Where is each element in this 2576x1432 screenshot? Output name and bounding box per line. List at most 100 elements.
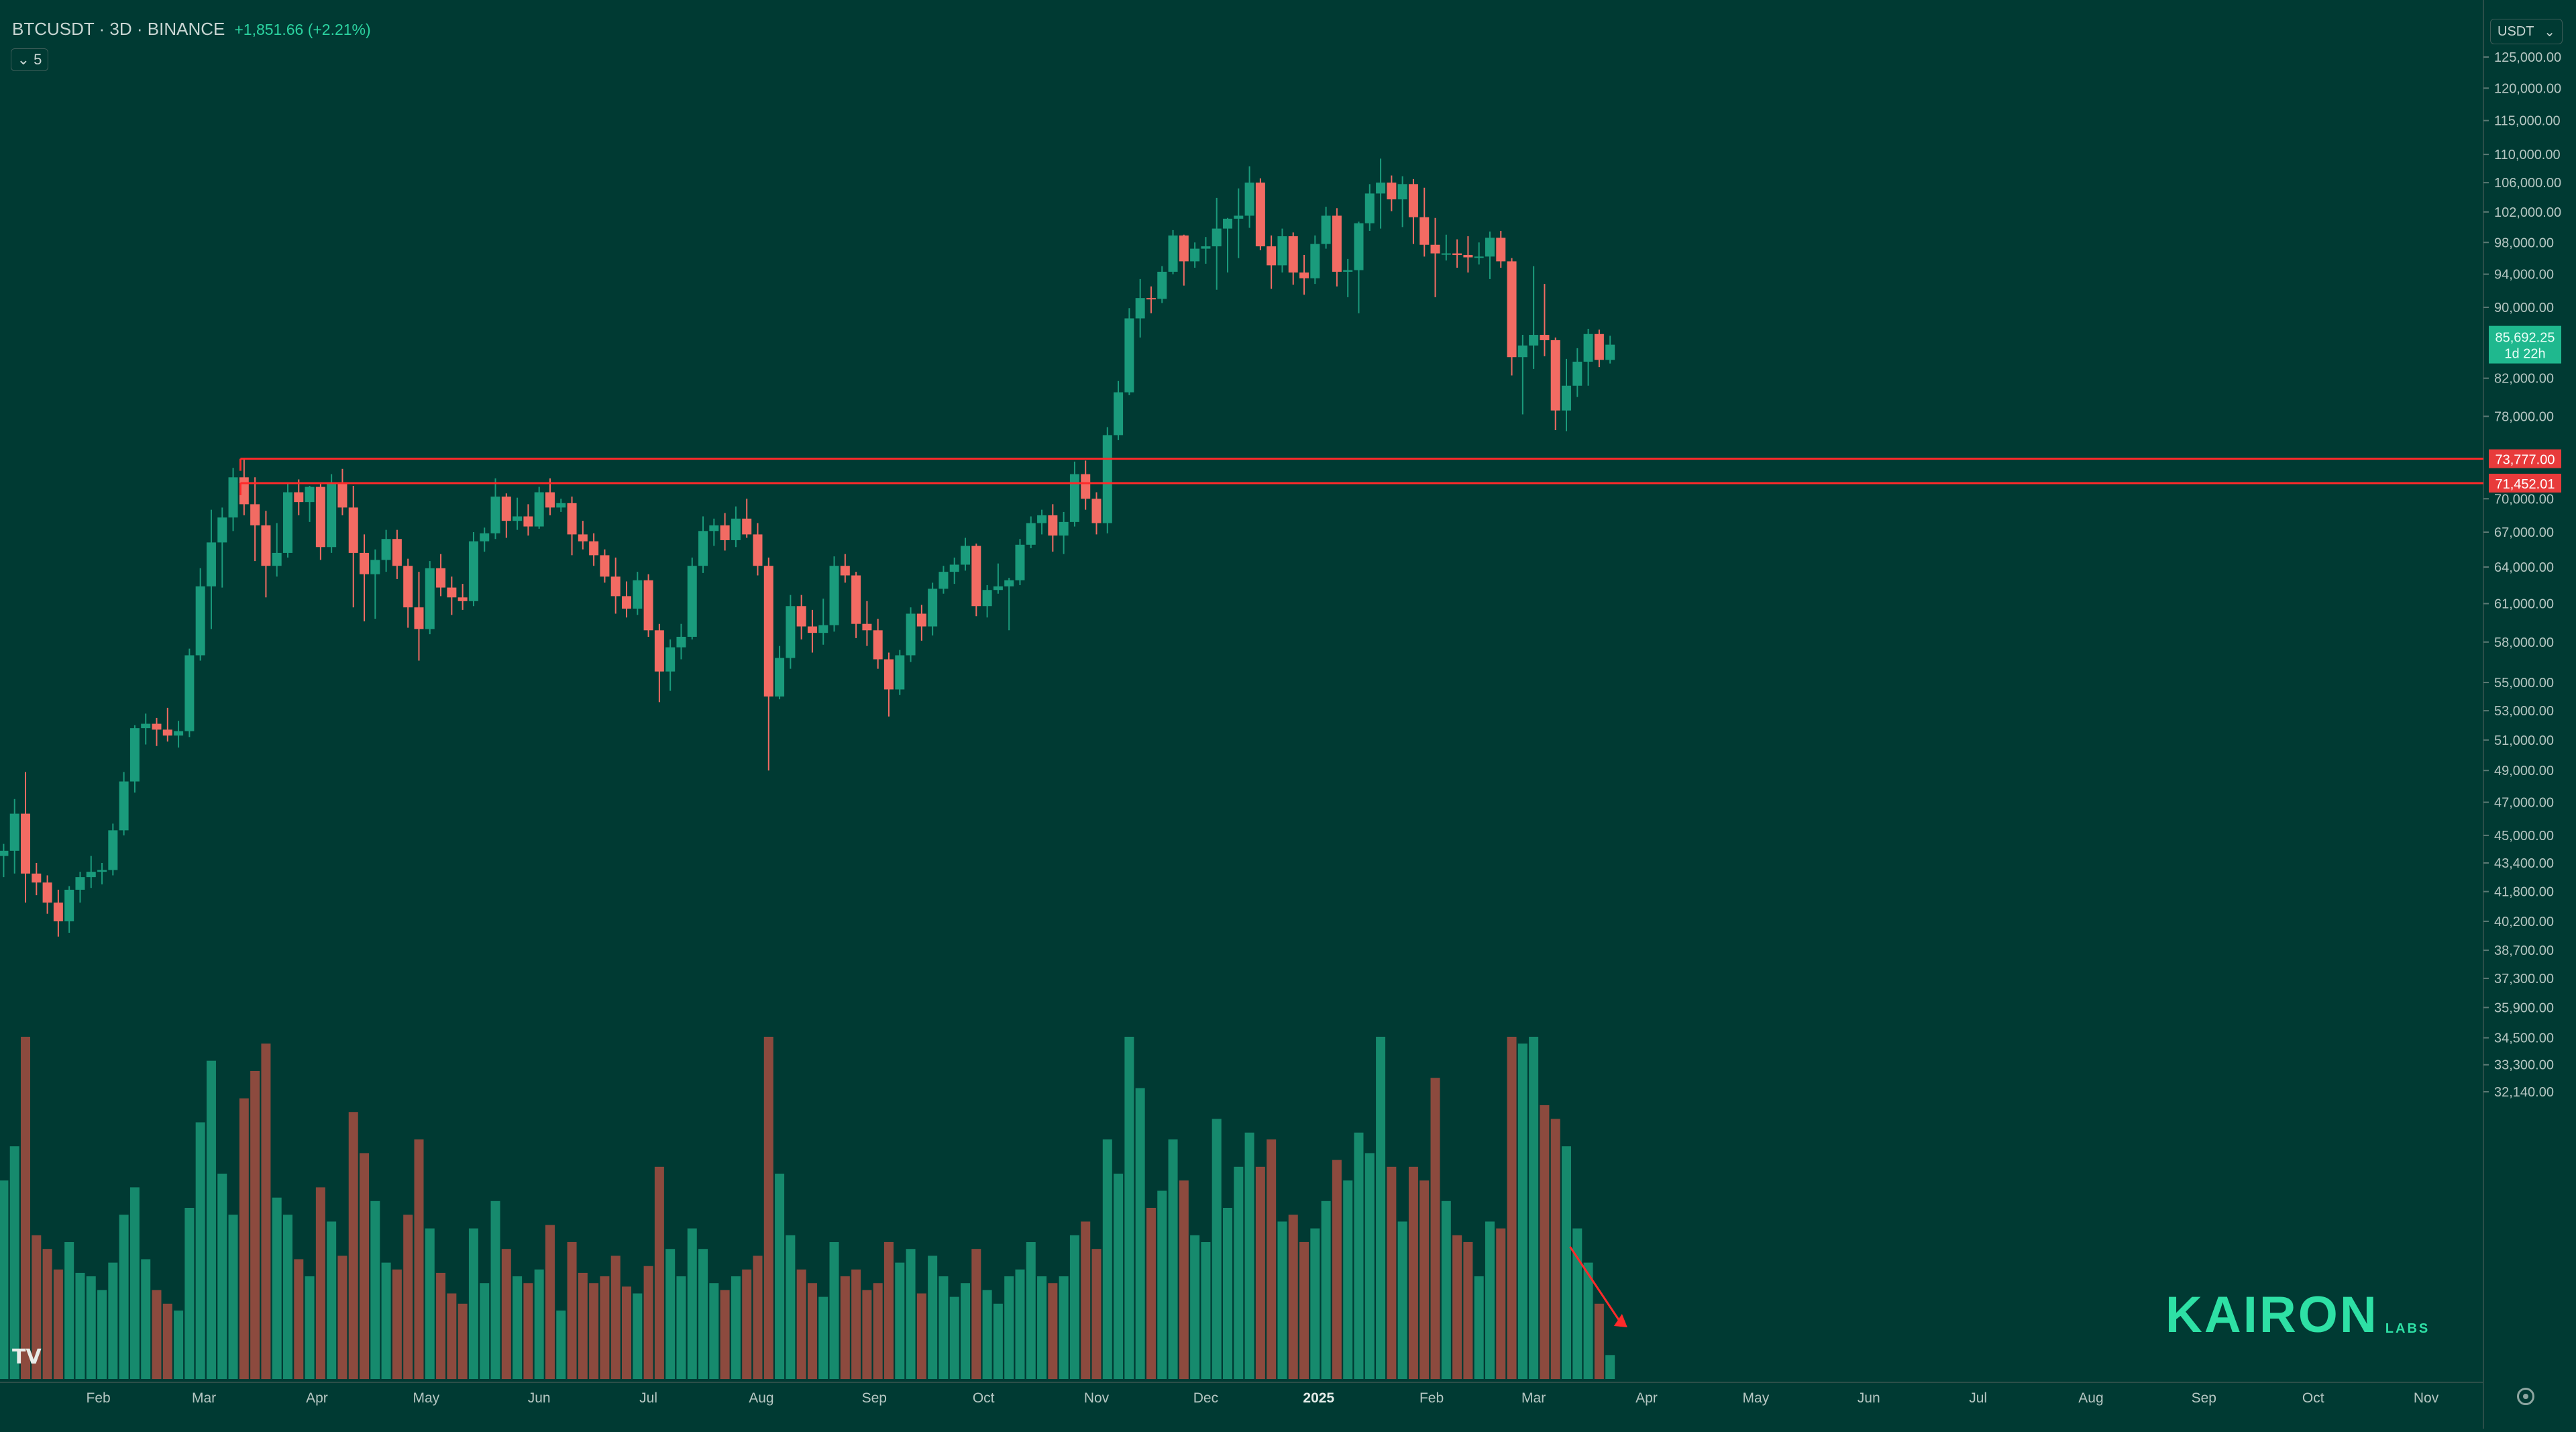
volume-bar: [152, 1290, 162, 1379]
candle-body: [829, 566, 839, 625]
volume-bar: [1562, 1146, 1572, 1379]
volume-bar: [0, 1180, 9, 1379]
symbol-header: BTCUSDT · 3D · BINANCE +1,851.66 (+2.21%…: [12, 19, 371, 40]
candle-body: [1015, 544, 1025, 580]
volume-bar: [1212, 1119, 1222, 1379]
candle-body: [676, 636, 686, 648]
price-tick-label: 98,000.00: [2494, 236, 2554, 250]
candle-body: [982, 590, 992, 607]
volume-bar: [294, 1259, 304, 1379]
candle-body: [1069, 474, 1079, 522]
volume-bar: [753, 1256, 763, 1379]
volume-bar: [1135, 1088, 1145, 1379]
price-tick-label: 78,000.00: [2494, 409, 2554, 424]
volume-bar: [1419, 1180, 1430, 1379]
candle-body: [64, 889, 74, 921]
level-label-box: [2489, 449, 2561, 468]
volume-bar: [589, 1283, 599, 1379]
volume-bar: [1102, 1139, 1112, 1379]
price-tick-label: 115,000.00: [2494, 114, 2561, 129]
volume-bar: [447, 1293, 457, 1379]
candle-body: [119, 781, 129, 831]
volume-bar: [1376, 1037, 1386, 1379]
indicators-toggle[interactable]: ⌄ 5: [11, 48, 48, 71]
candle-body: [436, 568, 446, 588]
price-axis-layer: 125,000.00 120,000.00 115,000.00 110,000.00…: [2483, 50, 2561, 1100]
volume-bar: [873, 1283, 883, 1379]
volume-bar: [425, 1228, 435, 1379]
candle-body: [840, 566, 850, 576]
candle-body: [1321, 215, 1331, 244]
candle-body: [753, 534, 763, 566]
volume-bar: [1124, 1037, 1134, 1379]
volume-bar: [1507, 1037, 1517, 1379]
price-tick-label: 120,000.00: [2494, 81, 2561, 96]
candle-body: [545, 492, 555, 508]
chevron-down-icon: ⌄: [2544, 24, 2555, 40]
candle-body: [97, 870, 107, 872]
candle-body: [1583, 334, 1593, 362]
candle-body: [622, 596, 632, 609]
volume-bar: [1081, 1221, 1091, 1379]
candle-body: [1059, 521, 1069, 536]
candle-body: [513, 516, 523, 521]
volume-bar: [786, 1235, 796, 1379]
candle-body: [895, 655, 905, 690]
volume-bar: [1332, 1160, 1342, 1379]
time-tick-label: Oct: [2302, 1390, 2324, 1406]
time-tick-label: Nov: [1084, 1390, 1110, 1406]
volume-bar: [1321, 1200, 1331, 1379]
symbol-title[interactable]: BTCUSDT · 3D · BINANCE: [12, 19, 225, 39]
candle-body: [1299, 272, 1309, 278]
price-tick-label: 82,000.00: [2494, 372, 2554, 387]
currency-selector[interactable]: USDT ⌄: [2490, 19, 2563, 44]
time-tick-label: Jul: [1969, 1390, 1987, 1406]
volume-bar: [523, 1283, 533, 1379]
trend-arrow-head: [1613, 1314, 1627, 1327]
volume-bar: [1605, 1355, 1615, 1379]
volume-bar: [665, 1249, 676, 1379]
candle-body: [468, 541, 478, 601]
candle-body: [906, 613, 916, 656]
candle-body: [1441, 253, 1451, 255]
candle-body: [108, 830, 118, 870]
candle-body: [1594, 334, 1604, 360]
candle-body: [1485, 238, 1495, 257]
price-tick-label: 64,000.00: [2494, 560, 2554, 575]
candle-body: [567, 503, 577, 535]
candle-body: [21, 813, 31, 874]
time-tick-label: Apr: [306, 1390, 328, 1406]
volume-bar: [458, 1303, 468, 1379]
volume-bar: [1583, 1262, 1593, 1379]
candle-body: [1507, 261, 1517, 358]
candle-body: [993, 586, 1003, 591]
candle-body: [1474, 256, 1484, 258]
price-tick-label: 43,400.00: [2494, 856, 2554, 871]
price-tick-label: 35,900.00: [2494, 1001, 2554, 1015]
volume-bar: [108, 1262, 118, 1379]
chevron-down-icon: ⌄: [17, 51, 30, 68]
time-tick-label: Mar: [1521, 1390, 1546, 1406]
volume-bar: [327, 1221, 337, 1379]
volume-bar: [129, 1187, 140, 1379]
volume-bar: [1299, 1242, 1309, 1379]
volume-bar: [250, 1071, 260, 1379]
candle-body: [1091, 499, 1102, 523]
candle-body: [556, 503, 566, 508]
candle-body: [709, 525, 719, 531]
volume-bar: [1234, 1166, 1244, 1379]
volume-bar: [1168, 1139, 1178, 1379]
volume-bar: [1354, 1132, 1364, 1379]
tradingview-logo-icon[interactable]: TV: [12, 1345, 42, 1369]
settings-icon[interactable]: [2517, 1388, 2534, 1405]
last-price-label: 85,692.25: [2496, 331, 2555, 346]
volume-bar: [184, 1208, 195, 1379]
volume-bar: [337, 1256, 347, 1379]
time-tick-label: Jun: [1858, 1390, 1880, 1406]
candle-body: [971, 546, 981, 607]
volume-layer: [0, 1037, 1615, 1379]
volume-bar: [1452, 1235, 1462, 1379]
volume-bar: [370, 1200, 380, 1379]
